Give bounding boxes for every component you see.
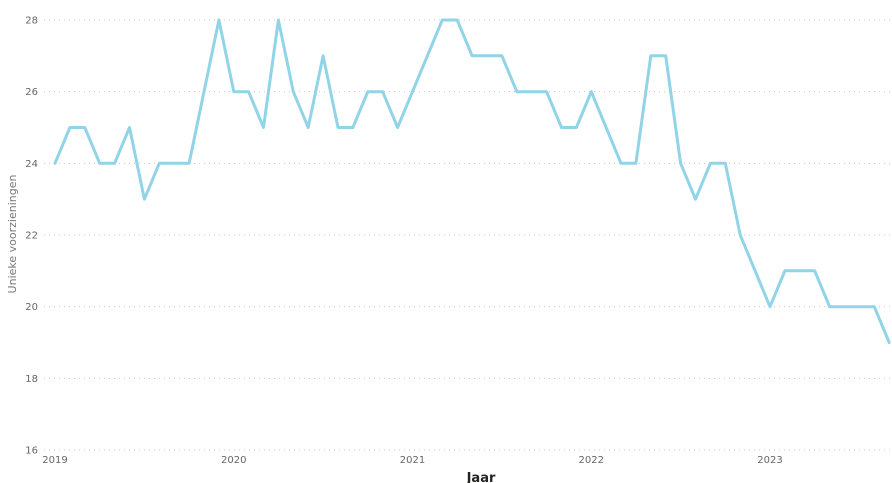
gridlines <box>44 19 892 451</box>
x-axis-title: Jaar <box>466 471 496 483</box>
series-line <box>53 18 891 344</box>
y-axis-ticks: 16 18 20 22 24 26 28 <box>25 16 38 457</box>
y-tick-label: 24 <box>25 159 38 170</box>
x-tick-label: 2023 <box>757 455 782 466</box>
y-tick-label: 20 <box>25 302 38 313</box>
y-tick-label: 22 <box>25 231 38 242</box>
y-tick-label: 28 <box>25 16 38 27</box>
y-axis-title: Unieke voorzieningen <box>6 175 19 294</box>
y-tick-label: 18 <box>25 374 38 385</box>
x-tick-label: 2021 <box>400 455 425 466</box>
x-tick-label: 2020 <box>221 455 246 466</box>
x-axis-ticks: 2019 2020 2021 2022 2023 <box>42 455 782 466</box>
y-tick-label: 16 <box>25 446 38 457</box>
y-tick-label: 26 <box>25 87 38 98</box>
x-tick-label: 2022 <box>579 455 604 466</box>
x-tick-label: 2019 <box>42 455 67 466</box>
